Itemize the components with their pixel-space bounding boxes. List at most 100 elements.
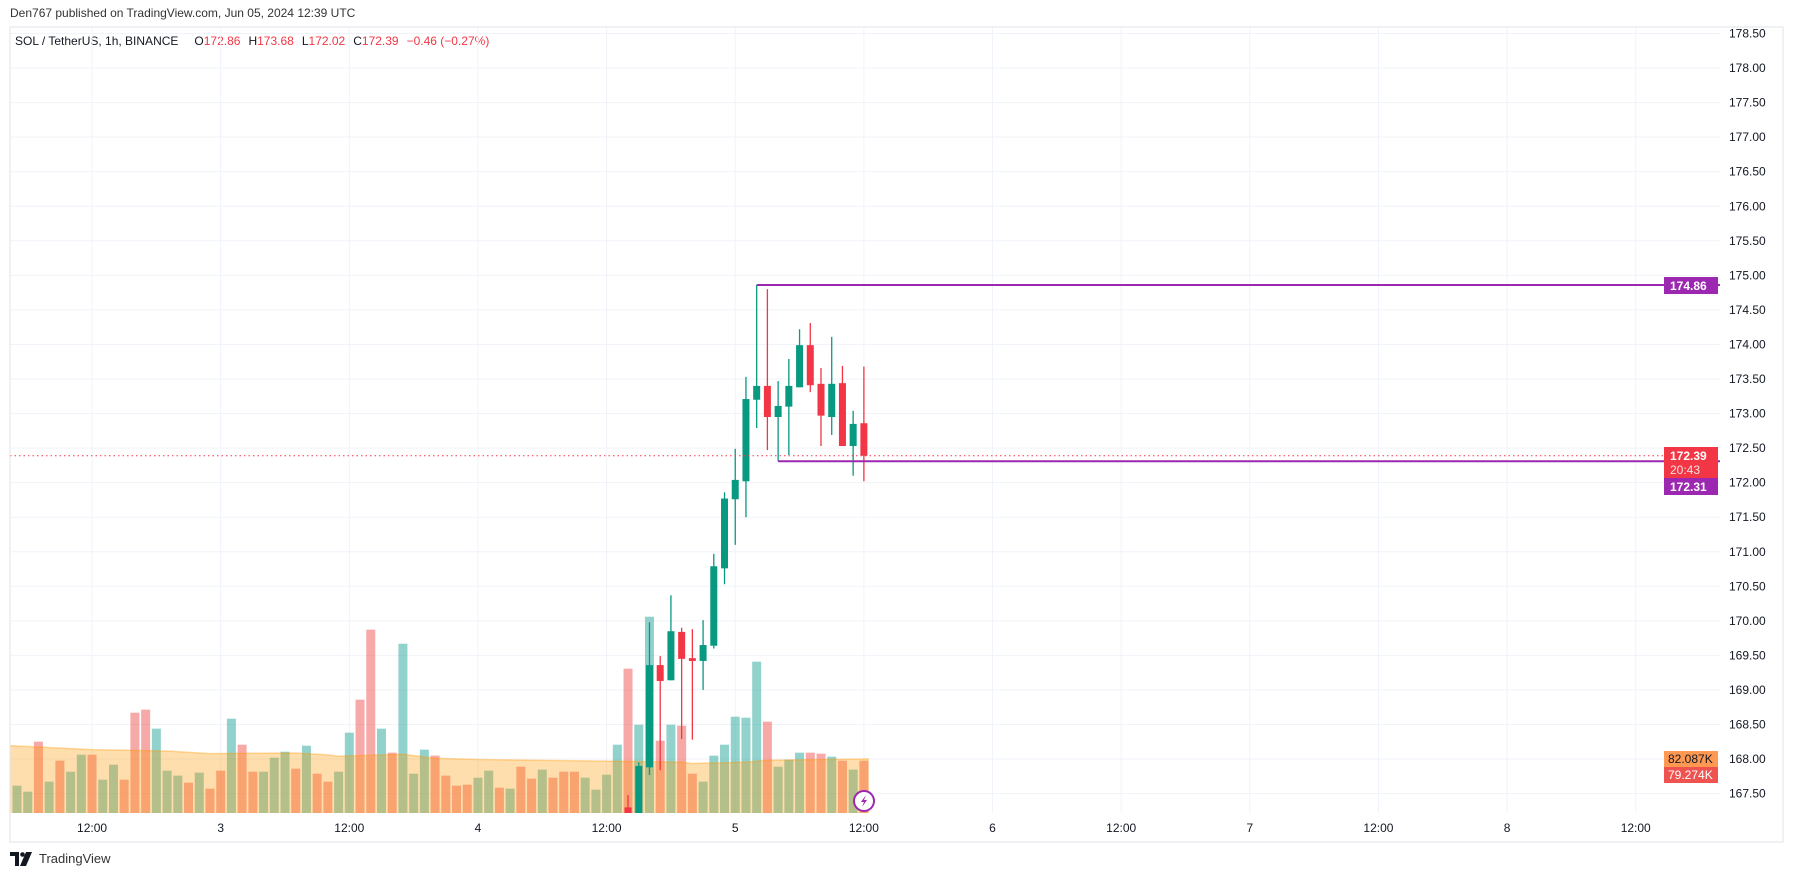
time-tick-label: 12:00 (592, 821, 622, 835)
candle-body (667, 631, 675, 681)
time-axis[interactable]: 12:00 3 12:00 4 12:00 5 12:00 6 12:00 7 12:00 8 12:0… (77, 821, 1651, 835)
volume-bar (709, 755, 719, 813)
volume-bar (44, 781, 54, 813)
volume-bar (66, 771, 76, 813)
volume-bar (259, 771, 269, 813)
volume-bar (237, 744, 247, 813)
volume-bar (484, 770, 494, 813)
volume-bar (837, 760, 847, 813)
publish-info: Den767 published on TradingView.com, Jun… (10, 6, 356, 20)
volume-bar (805, 752, 815, 813)
volume-bar (720, 744, 730, 813)
price-tick-label: 169.00 (1729, 683, 1766, 697)
candle-body (688, 658, 696, 661)
time-tick-label: 3 (217, 821, 224, 835)
volume-bar (730, 716, 740, 813)
volume-bar (23, 791, 33, 813)
volume-bar (602, 774, 612, 813)
volume-bar (516, 766, 526, 813)
volume-bar (473, 777, 483, 813)
price-tick-label: 169.50 (1729, 648, 1766, 662)
volume-bar (87, 754, 97, 813)
volume-bar (194, 772, 204, 813)
volume-bar (655, 740, 665, 813)
volume-bar (151, 728, 161, 813)
volume-bar (119, 779, 129, 813)
volume-bar (280, 751, 290, 813)
volume-ma (10, 744, 869, 813)
volume-bar (773, 766, 783, 813)
bar-countdown: 20:43 (1670, 463, 1700, 477)
symbol-info[interactable]: SOL / TetherUS, 1h, BINANCE (15, 34, 179, 48)
volume-bar (505, 788, 515, 813)
volume-last-badge: 79.274K (1668, 768, 1713, 782)
price-tick-label: 174.50 (1729, 303, 1766, 317)
level-badge-172: 172.31 (1670, 480, 1707, 494)
volume-bar (108, 764, 118, 813)
price-tick-label: 171.00 (1729, 545, 1766, 559)
price-tick-label: 172.50 (1729, 441, 1766, 455)
volume-bar (848, 769, 858, 813)
volume-bar (452, 785, 462, 813)
price-tick-label: 178.50 (1729, 27, 1766, 41)
volume-bar (409, 773, 419, 813)
low-label: L (301, 34, 309, 48)
pane-border (9, 26, 1784, 843)
price-tick-label: 172.00 (1729, 476, 1766, 490)
time-tick-label: 6 (989, 821, 996, 835)
price-tick-label: 177.50 (1729, 96, 1766, 110)
price-axis[interactable]: 178.50 178.00 177.50 177.00 176.50 176.00 175.… (1729, 27, 1766, 801)
low-value: 172.02 (308, 34, 346, 48)
volume-bar (752, 661, 762, 813)
last-price-badge-bg (1664, 447, 1718, 478)
price-tick-label: 170.00 (1729, 614, 1766, 628)
level-lines[interactable] (10, 284, 1720, 463)
time-tick-label: 12:00 (334, 821, 364, 835)
candle-body (721, 498, 729, 569)
price-tick-label: 171.50 (1729, 510, 1766, 524)
price-tick-label: 176.50 (1729, 165, 1766, 179)
volume-bar (376, 728, 386, 813)
volume-bar (269, 757, 279, 813)
volume-bar (827, 756, 837, 813)
volume-bar (248, 771, 258, 813)
candle-body (849, 423, 857, 447)
volume-bar (344, 732, 354, 813)
volume-bar (398, 643, 408, 813)
volume-bar (569, 771, 579, 813)
footer-brand[interactable]: TradingView (10, 851, 111, 866)
volume-bar (334, 771, 344, 813)
candles (624, 285, 868, 813)
volume-ma-badge: 82.087K (1668, 752, 1713, 766)
price-tick-label: 173.50 (1729, 372, 1766, 386)
candle-body (635, 765, 643, 813)
candle-body (828, 383, 836, 418)
high-value: 173.68 (257, 34, 294, 48)
time-tick-label: 12:00 (77, 821, 107, 835)
lightning-icon[interactable] (853, 790, 875, 812)
grid (10, 27, 1720, 813)
volume-bar (205, 788, 215, 813)
volume-ma-area (10, 745, 869, 813)
time-tick-label: 12:00 (1621, 821, 1651, 835)
volume-bar (162, 770, 172, 813)
close-label: C (353, 34, 362, 48)
price-tick-label: 178.00 (1729, 61, 1766, 75)
volume-bar (33, 741, 43, 813)
volume-bar (623, 668, 633, 813)
volume-bar (130, 712, 140, 813)
candle-body (699, 645, 707, 661)
volume-bar (173, 775, 183, 813)
volume-bar (666, 724, 676, 813)
price-tick-label: 174.00 (1729, 337, 1766, 351)
candle-body (645, 665, 653, 768)
candle-body (710, 566, 718, 646)
time-tick-label: 12:00 (849, 821, 879, 835)
change-value: −0.46 (−0.27%) (406, 34, 490, 48)
volume-bar (687, 773, 697, 813)
price-tick-label: 176.00 (1729, 199, 1766, 213)
time-tick-label: 5 (732, 821, 739, 835)
volume-bar (76, 754, 86, 813)
